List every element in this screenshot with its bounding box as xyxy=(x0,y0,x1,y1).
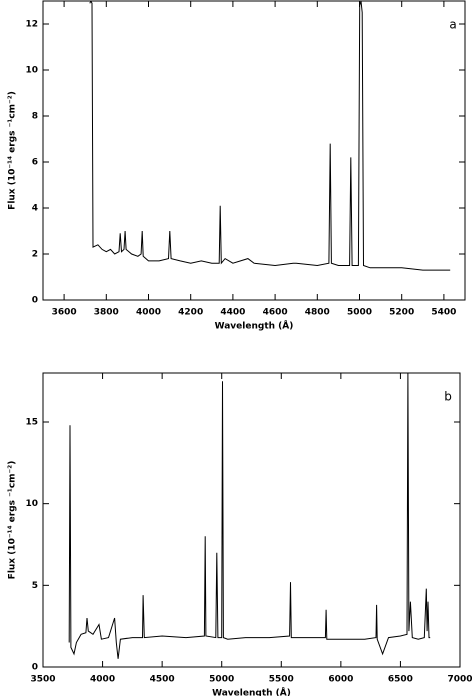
y-tick-label: 10 xyxy=(25,499,38,509)
x-tick-label: 6500 xyxy=(388,675,413,685)
plot-frame xyxy=(42,372,461,668)
spectrum-line xyxy=(68,373,431,659)
x-tick-label: 4000 xyxy=(90,675,115,685)
y-tick-label: 6 xyxy=(32,158,38,168)
x-tick-label: 6000 xyxy=(328,675,353,685)
x-tick-label: 3800 xyxy=(94,308,119,318)
y-tick-label: 4 xyxy=(32,204,38,214)
x-tick-label: 4600 xyxy=(263,308,288,318)
y-tick-label: 0 xyxy=(32,296,38,306)
y-tick-label: 15 xyxy=(25,418,38,428)
y-tick-label: 5 xyxy=(32,581,38,591)
x-tick-label: 4800 xyxy=(305,308,330,318)
y-tick-label: 2 xyxy=(32,250,38,260)
x-tick-label: 4500 xyxy=(150,675,175,685)
x-tick-label: 3600 xyxy=(52,308,77,318)
spectrum-line xyxy=(89,1,451,271)
x-tick-label: 5500 xyxy=(269,675,294,685)
x-tick-label: 5000 xyxy=(347,308,372,318)
plot-frame xyxy=(42,0,466,301)
x-tick-label: 5000 xyxy=(209,675,234,685)
y-tick-label: 10 xyxy=(25,66,38,76)
panel-label: b xyxy=(444,390,452,404)
x-tick-label: 7000 xyxy=(447,675,472,685)
panel-label: a xyxy=(449,18,456,32)
x-tick-label: 3500 xyxy=(30,675,55,685)
y-axis-label: Flux (10⁻¹⁴ ergs ⁻¹cm⁻²) xyxy=(8,91,18,210)
x-axis-label: Wavelength (Å) xyxy=(215,321,294,332)
x-axis-label: Wavelength (Å) xyxy=(212,688,291,696)
x-tick-label: 5400 xyxy=(431,308,456,318)
y-tick-label: 12 xyxy=(25,20,38,30)
x-tick-label: 4200 xyxy=(178,308,203,318)
y-tick-label: 8 xyxy=(32,112,38,122)
y-axis-label: Flux (10⁻¹⁴ ergs ⁻¹cm⁻²) xyxy=(8,461,18,580)
x-tick-label: 4000 xyxy=(136,308,161,318)
y-tick-label: 0 xyxy=(32,663,38,673)
x-tick-label: 5200 xyxy=(389,308,414,318)
x-tick-label: 4400 xyxy=(220,308,245,318)
